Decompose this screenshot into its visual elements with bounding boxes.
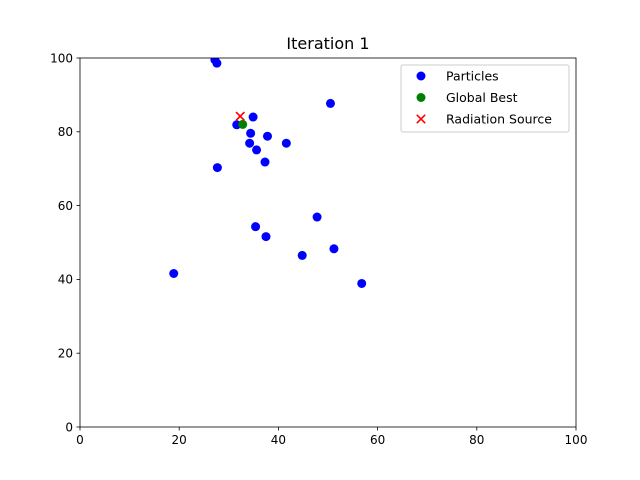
particles-point [357,278,367,288]
x-tick-label: 40 [271,433,286,447]
legend-marker-radiation-source [416,114,426,124]
x-tick-label: 100 [565,433,588,447]
particles-point [261,232,271,242]
particles-point [245,138,255,148]
x-tick-label: 80 [469,433,484,447]
particles-point [325,98,335,108]
legend-marker-particles [416,71,426,81]
legend-label-radiation-source: Radiation Source [446,112,552,127]
radiation-source-point [235,111,245,122]
particles-point [262,131,272,141]
x-tick-label: 20 [172,433,187,447]
particles-point [212,58,222,68]
legend: Particles Global Best Radiation Source [400,64,570,133]
legend-label-global-best: Global Best [446,90,518,105]
axes-frame [79,57,577,428]
legend-label-particles: Particles [446,69,499,84]
legend-marker-global-best [416,93,426,102]
particles-point [251,222,261,232]
particles-point [281,138,291,148]
y-tick-label: 80 [58,125,73,139]
particles-point [252,145,262,155]
particles-point [169,268,179,278]
x-axis: 0 20 40 60 80 100 [76,427,587,447]
global-best-point [238,119,248,129]
particles-point [297,250,307,260]
particles-point [248,112,258,122]
y-tick-label: 0 [65,420,73,434]
particles-point [246,128,256,138]
legend-box [400,64,570,133]
y-tick-label: 100 [50,51,73,65]
particles-point [329,244,339,254]
y-tick-label: 60 [58,199,73,213]
chart-title: Iteration 1 [286,34,369,53]
particles-point [260,157,270,167]
particles-point [212,163,222,173]
particles-point [312,212,322,222]
x-tick-label: 60 [370,433,385,447]
y-tick-label: 20 [58,347,73,361]
y-axis: 0 20 40 60 80 100 [50,51,80,434]
plot-area [169,58,367,288]
x-tick-label: 0 [76,433,84,447]
y-tick-label: 40 [58,273,73,287]
